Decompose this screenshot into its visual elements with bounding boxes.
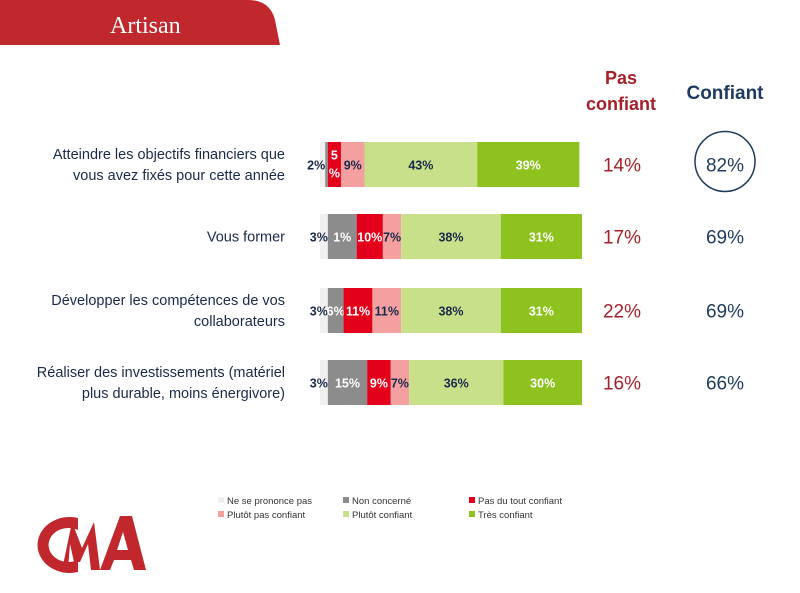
pas-confiant-value: 22% bbox=[603, 302, 641, 323]
category-label: plus durable, moins énergivore) bbox=[82, 386, 285, 402]
bar-segment-plutot-pas-confiant bbox=[390, 360, 410, 405]
bar-segment-tres-confiant bbox=[503, 360, 582, 405]
bar-data-label: 6% bbox=[327, 305, 345, 319]
legend-label-ne-se-prononce-pas: Ne se prononce pas bbox=[227, 496, 312, 507]
bar-data-label: 3% bbox=[310, 305, 328, 319]
bar-data-label: 7% bbox=[383, 231, 401, 245]
confiant-value: 69% bbox=[706, 302, 744, 323]
bar-data-label: 31% bbox=[529, 231, 554, 245]
confiant-value: 69% bbox=[706, 228, 744, 249]
legend-label-plutot-confiant: Plutôt confiant bbox=[352, 510, 413, 521]
header-pas-confiant-line2: confiant bbox=[586, 94, 656, 114]
bar-segment-non-concerne bbox=[325, 142, 328, 187]
bar-data-label: 15% bbox=[335, 377, 360, 391]
legend-label-pas-du-tout-confiant: Pas du tout confiant bbox=[478, 496, 562, 507]
bar-data-label: 11% bbox=[375, 305, 399, 319]
category-label: collaborateurs bbox=[194, 314, 285, 330]
confiant-value: 66% bbox=[706, 374, 744, 395]
bar-segment-plutot-confiant bbox=[401, 288, 501, 333]
bar-data-label: 9% bbox=[344, 159, 362, 173]
bar-data-label: 10% bbox=[357, 231, 382, 245]
bar-segment-tres-confiant bbox=[500, 214, 582, 259]
header-banner: Artisan bbox=[0, 0, 280, 45]
category-label: Réaliser des investissements (matériel bbox=[37, 365, 285, 381]
bar-data-label: 3% bbox=[310, 231, 328, 245]
bar-segment-ne-se-prononce-pas bbox=[320, 142, 326, 187]
pas-confiant-value: 17% bbox=[603, 228, 641, 249]
header-confiant: Confiant bbox=[686, 83, 764, 104]
bar-data-label: 2% bbox=[307, 159, 325, 173]
bar-segment-pas-du-tout-confiant bbox=[367, 360, 391, 405]
bar-segment-plutot-confiant bbox=[364, 142, 478, 187]
legend-label-tres-confiant: Très confiant bbox=[478, 510, 533, 521]
bar-segment-non-concerne bbox=[327, 214, 357, 259]
legend-swatch-tres-confiant bbox=[469, 511, 475, 517]
bar-data-label: 39% bbox=[516, 159, 541, 173]
bar-data-label: 31% bbox=[529, 305, 554, 319]
header-pas-confiant-line1: Pas bbox=[605, 68, 637, 88]
bar-data-label: 43% bbox=[408, 159, 433, 173]
pas-confiant-value: 16% bbox=[603, 374, 641, 395]
legend-label-non-concerne: Non concerné bbox=[352, 496, 411, 507]
bar-segment-plutot-pas-confiant bbox=[340, 142, 365, 187]
bar-segment-tres-confiant bbox=[477, 142, 580, 187]
category-label: vous avez fixés pour cette année bbox=[73, 168, 285, 184]
bar-data-label: % bbox=[329, 167, 340, 181]
bar-segment-non-concerne bbox=[327, 288, 344, 333]
bar-segment-tres-confiant bbox=[500, 288, 582, 333]
bar-data-label: 38% bbox=[438, 231, 463, 245]
category-label: Atteindre les objectifs financiers que bbox=[53, 147, 285, 163]
bar-segment-plutot-pas-confiant bbox=[382, 214, 402, 259]
bar-data-label: 38% bbox=[438, 305, 463, 319]
bar-segment-pas-du-tout-confiant bbox=[343, 288, 373, 333]
bar-data-label: 5 bbox=[331, 149, 338, 163]
legend-swatch-pas-du-tout-confiant bbox=[469, 497, 475, 503]
legend-swatch-plutot-confiant bbox=[343, 511, 349, 517]
bar-segment-plutot-confiant bbox=[401, 214, 501, 259]
category-label: Vous former bbox=[207, 230, 285, 246]
bar-data-label: 3% bbox=[310, 377, 328, 391]
bar-segment-plutot-confiant bbox=[409, 360, 504, 405]
banner-title: Artisan bbox=[110, 13, 181, 39]
legend-swatch-non-concerne bbox=[343, 497, 349, 503]
bar-segment-pas-du-tout-confiant bbox=[327, 142, 341, 187]
bar-data-label: 7% bbox=[391, 377, 409, 391]
pas-confiant-value: 14% bbox=[603, 156, 641, 177]
confiant-value: 82% bbox=[706, 156, 744, 177]
bar-segment-ne-se-prononce-pas bbox=[320, 360, 328, 405]
bar-segment-ne-se-prononce-pas bbox=[320, 214, 328, 259]
legend-swatch-plutot-pas-confiant bbox=[218, 511, 224, 517]
banner-shape bbox=[0, 0, 280, 45]
bar-data-label: 36% bbox=[444, 377, 469, 391]
bar-segment-non-concerne bbox=[327, 360, 368, 405]
bar-data-label: 30% bbox=[530, 377, 555, 391]
bar-segment-plutot-pas-confiant bbox=[372, 288, 402, 333]
cma-logo bbox=[37, 516, 146, 573]
bar-data-label: 9% bbox=[370, 377, 388, 391]
bar-data-label: 11% bbox=[346, 305, 370, 319]
legend-swatch-ne-se-prononce-pas bbox=[218, 497, 224, 503]
bar-segment-ne-se-prononce-pas bbox=[320, 288, 328, 333]
bar-data-label: 1% bbox=[333, 231, 351, 245]
highlight-circle bbox=[694, 130, 756, 193]
bar-segment-pas-du-tout-confiant bbox=[356, 214, 383, 259]
category-label: Développer les compétences de vos bbox=[51, 293, 285, 309]
legend-label-plutot-pas-confiant: Plutôt pas confiant bbox=[227, 510, 306, 521]
